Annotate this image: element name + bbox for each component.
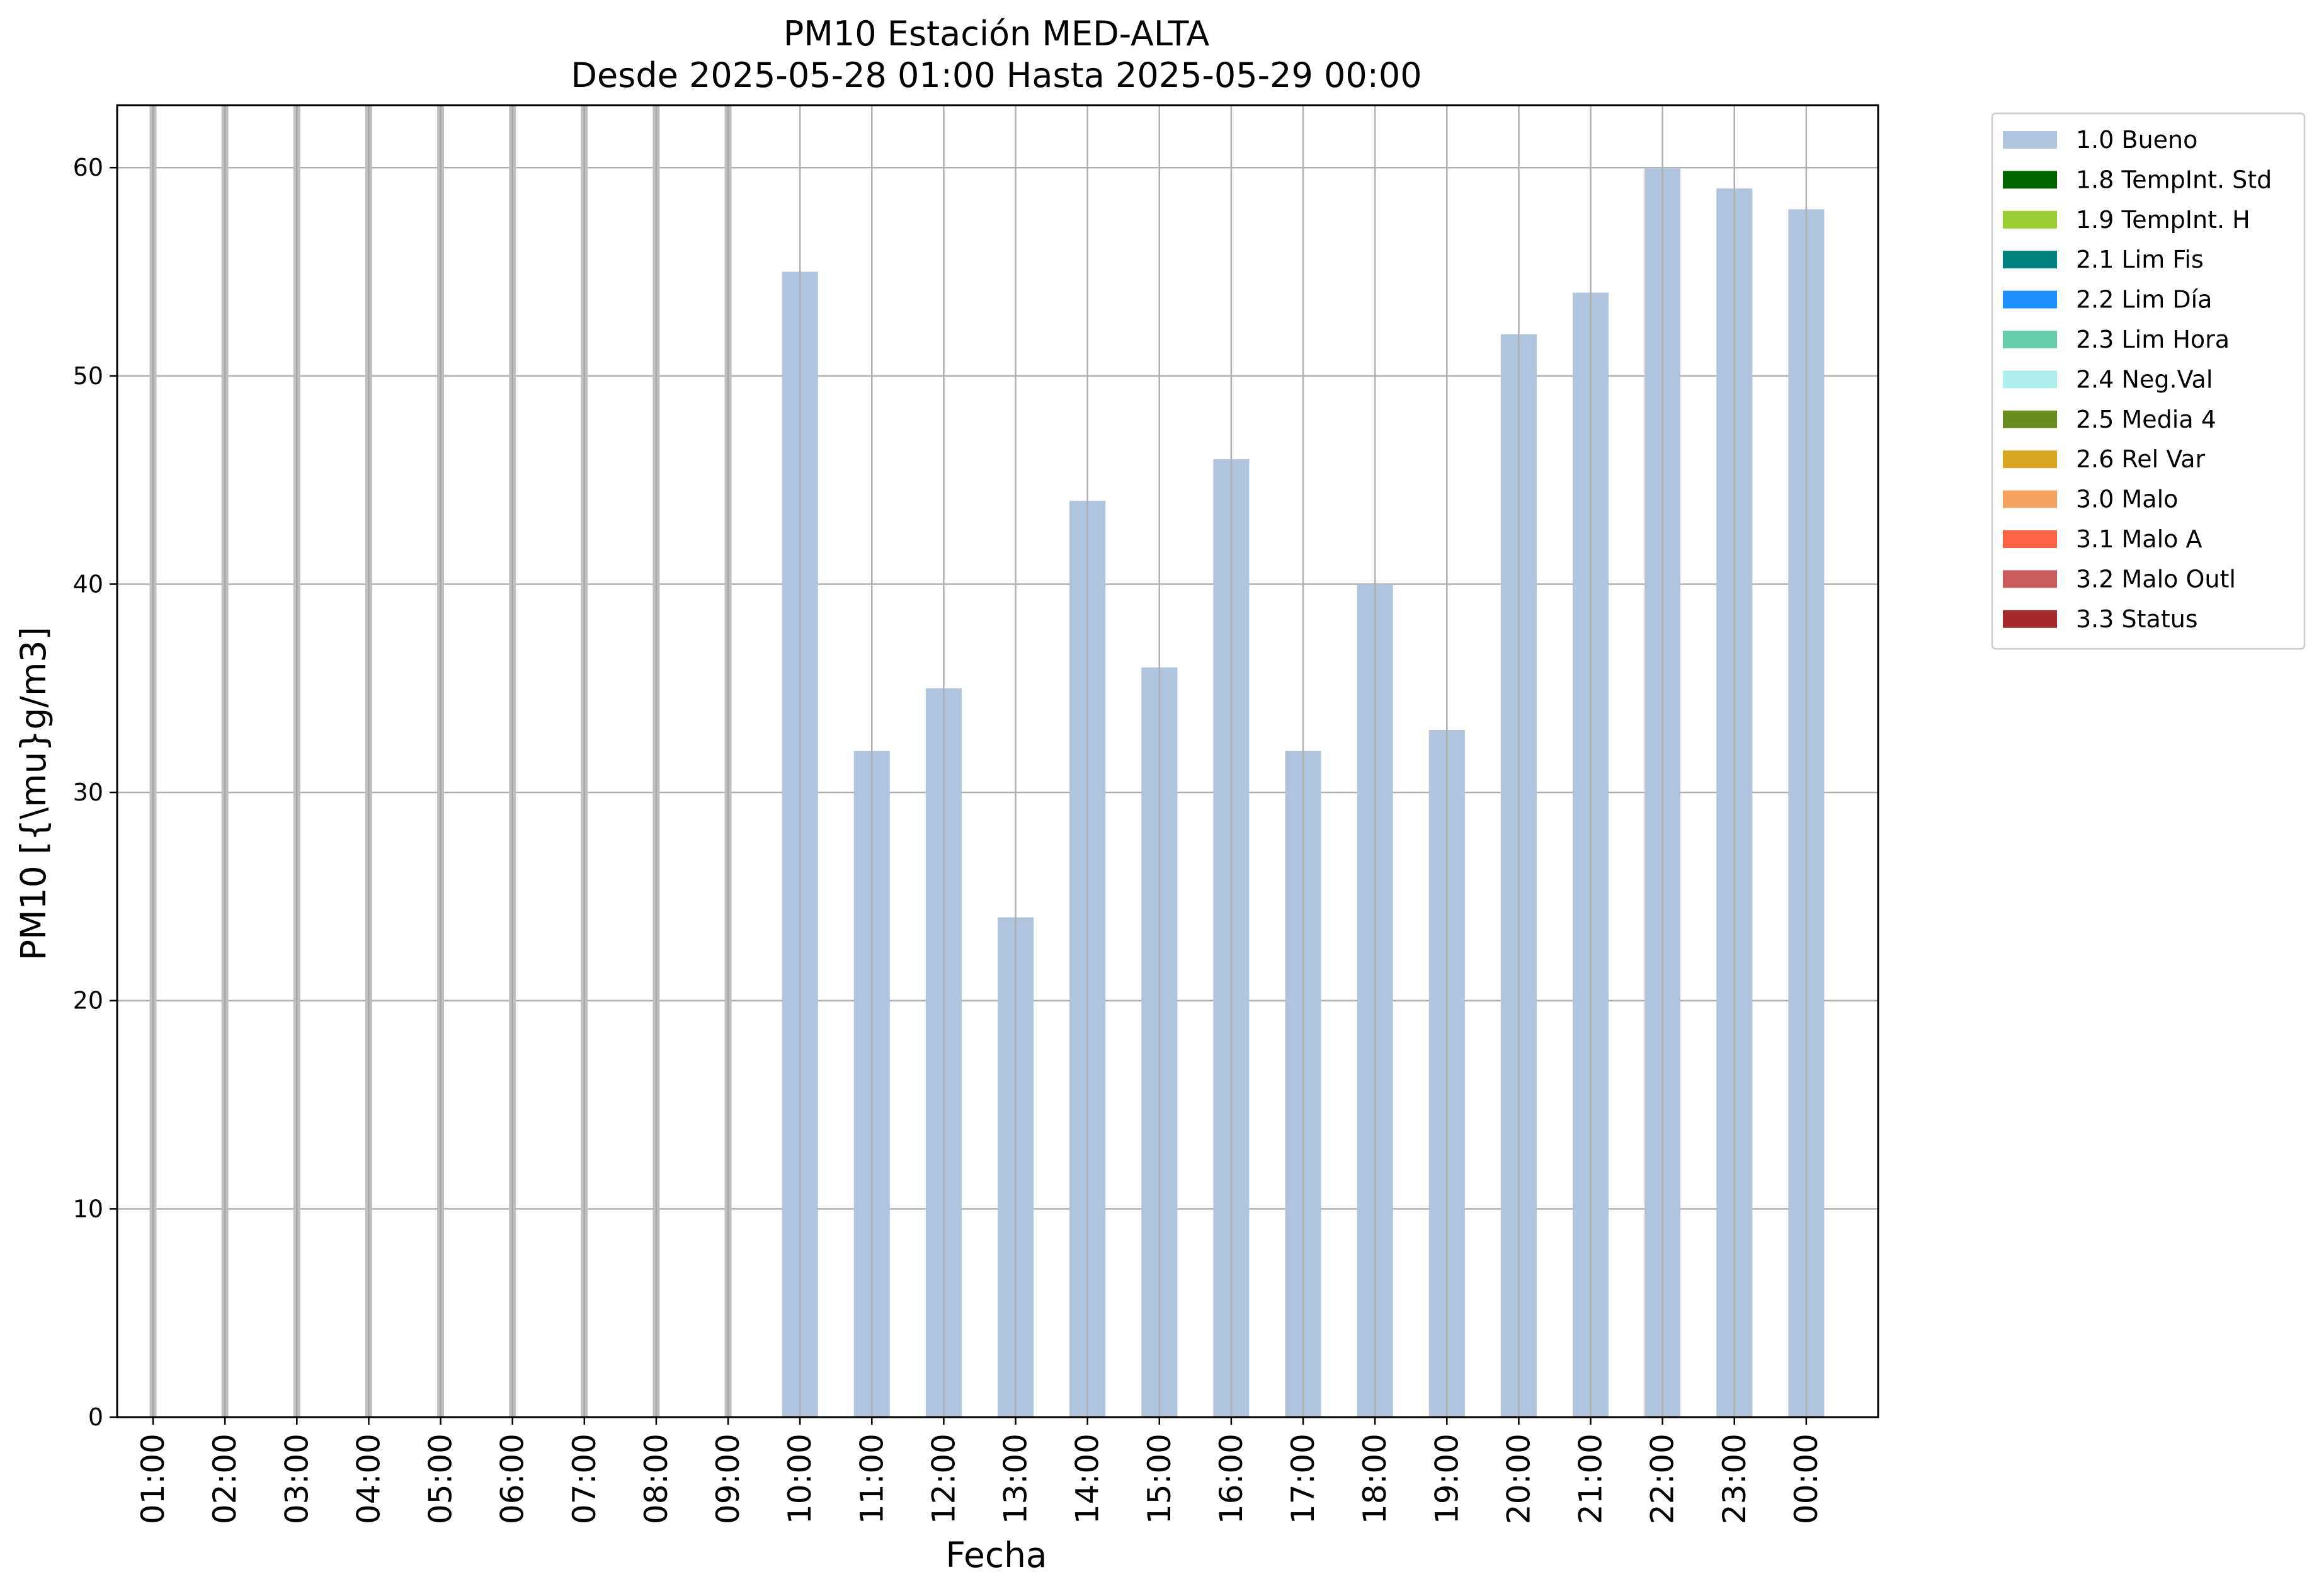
legend-label: 3.0 Malo [2076, 486, 2178, 513]
x-tick-label: 08:00 [638, 1434, 675, 1524]
legend-swatch [2003, 290, 2057, 309]
legend-swatch [2003, 171, 2057, 189]
legend-label: 2.5 Media 4 [2076, 406, 2216, 433]
chart-subtitle: Desde 2025-05-28 01:00 Hasta 2025-05-29 … [571, 55, 1422, 95]
x-tick-label: 23:00 [1716, 1434, 1753, 1524]
legend-swatch [2003, 251, 2057, 269]
plot-frame [116, 104, 1879, 1418]
x-tick-label: 11:00 [853, 1434, 890, 1524]
x-tick-label: 16:00 [1213, 1434, 1250, 1524]
x-tick-label: 19:00 [1428, 1434, 1465, 1524]
legend-swatch [2003, 331, 2057, 348]
x-tick-label: 00:00 [1788, 1434, 1825, 1524]
plot-area: 0 10 20 30 40 50 60 01:00 02:00 03:00 04:00 05:00 06… [73, 104, 1879, 1524]
legend-swatch [2003, 410, 2057, 428]
legend-swatch [2003, 450, 2057, 469]
legend-label: 3.2 Malo Outl [2076, 565, 2236, 593]
legend-label: 2.6 Rel Var [2076, 445, 2206, 473]
x-tick-label: 22:00 [1644, 1434, 1681, 1524]
y-tick-label: 50 [73, 362, 103, 390]
x-tick-label: 09:00 [710, 1434, 746, 1524]
x-tick-label: 01:00 [135, 1434, 171, 1524]
x-tick-label: 04:00 [350, 1434, 387, 1524]
legend-swatch [2003, 570, 2057, 588]
legend-swatch [2003, 210, 2057, 229]
x-tick-label: 10:00 [782, 1434, 818, 1524]
y-tick-label: 10 [73, 1195, 103, 1223]
x-tick-label: 21:00 [1573, 1434, 1609, 1524]
legend-label: 1.9 TempInt. H [2076, 206, 2250, 234]
x-tick-label: 02:00 [207, 1434, 243, 1524]
chart-title: PM10 Estación MED-ALTA [783, 14, 1210, 54]
x-axis-label: Fecha [945, 1535, 1047, 1575]
y-tick-label: 60 [73, 154, 103, 181]
legend-label: 1.0 Bueno [2076, 126, 2197, 154]
x-tick-label: 20:00 [1500, 1434, 1537, 1524]
legend-swatch [2003, 610, 2057, 628]
y-tick-label: 30 [73, 778, 103, 806]
legend-label: 2.3 Lim Hora [2076, 326, 2230, 353]
x-tick-label: 15:00 [1141, 1434, 1178, 1524]
x-tick-label: 12:00 [925, 1434, 962, 1524]
legend-label: 3.3 Status [2076, 605, 2198, 633]
x-tick-label: 07:00 [566, 1434, 603, 1524]
legend-label: 3.1 Malo A [2076, 525, 2202, 553]
legend-label: 2.1 Lim Fis [2076, 246, 2204, 273]
x-tick-label: 03:00 [278, 1434, 315, 1524]
legend-label: 2.2 Lim Día [2076, 286, 2212, 314]
legend-swatch [2003, 370, 2057, 389]
legend-swatch [2003, 131, 2057, 149]
x-tick-label: 14:00 [1069, 1434, 1106, 1524]
x-tick-label: 13:00 [998, 1434, 1034, 1524]
y-axis-label: PM10 [{\mu}g/m3] [13, 627, 54, 960]
legend-swatch [2003, 490, 2057, 508]
x-tick-label: 06:00 [494, 1434, 531, 1524]
legend: 1.0 Bueno 1.8 TempInt. Std 1.9 TempInt. H 2… [1991, 112, 2306, 650]
y-tick-label: 40 [73, 570, 103, 598]
y-tick-label: 0 [88, 1403, 103, 1431]
x-tick-label: 18:00 [1357, 1434, 1393, 1524]
x-tick-label: 17:00 [1285, 1434, 1321, 1524]
x-tick-label: 05:00 [423, 1434, 459, 1524]
legend-box [1991, 112, 2306, 650]
y-tick-label: 20 [73, 987, 103, 1015]
legend-label: 1.8 TempInt. Std [2076, 166, 2272, 193]
legend-swatch [2003, 530, 2057, 548]
legend-label: 2.4 Neg.Val [2076, 365, 2213, 393]
